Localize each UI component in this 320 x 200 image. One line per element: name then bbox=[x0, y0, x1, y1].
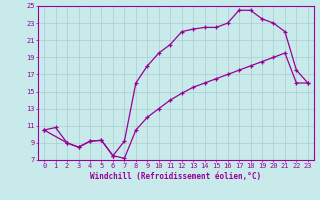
X-axis label: Windchill (Refroidissement éolien,°C): Windchill (Refroidissement éolien,°C) bbox=[91, 172, 261, 181]
